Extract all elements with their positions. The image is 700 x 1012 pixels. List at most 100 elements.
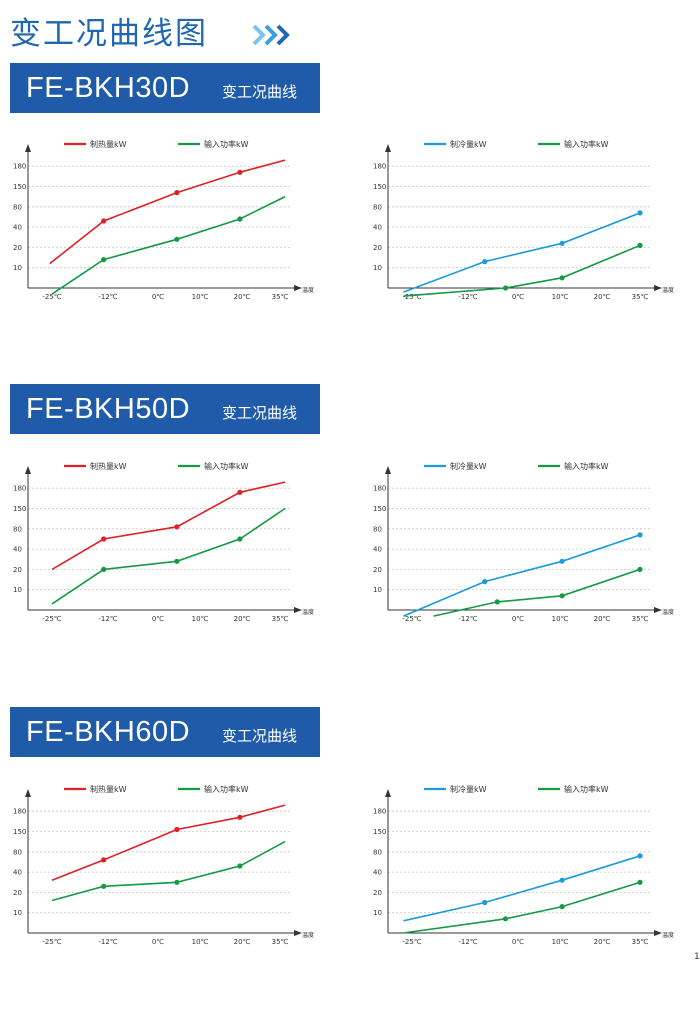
x-tick-label: 10℃ xyxy=(192,938,209,946)
x-tick-label: -12℃ xyxy=(458,938,477,946)
y-axis-arrow xyxy=(25,789,31,797)
data-point xyxy=(174,236,180,242)
legend-label: 制冷量kW xyxy=(450,461,487,471)
data-point xyxy=(559,593,565,599)
x-axis-arrow xyxy=(654,285,662,291)
y-tick-label: 80 xyxy=(13,848,22,856)
y-axis-arrow xyxy=(385,789,391,797)
x-axis-label: 温度 xyxy=(302,931,314,939)
cooling-chart-1: 10 20 40 80 150 180 -25℃ -12℃ 0℃ 10℃ 20℃ 35℃ 温度 制冷量kW… xyxy=(373,139,674,301)
y-tick-label: 20 xyxy=(13,566,22,574)
data-point xyxy=(237,863,243,869)
x-tick-label: 20℃ xyxy=(234,938,251,946)
y-tick-label: 10 xyxy=(13,264,22,272)
data-point xyxy=(502,916,509,922)
data-point xyxy=(101,883,107,889)
series-line xyxy=(403,212,641,293)
y-tick-label: 150 xyxy=(373,828,386,836)
y-axis-arrow xyxy=(385,144,391,152)
y-tick-label: 150 xyxy=(13,828,26,836)
series-line xyxy=(433,568,641,617)
x-tick-label: -12℃ xyxy=(98,615,117,623)
x-axis-arrow xyxy=(654,607,662,613)
model-name: FE-BKH50D xyxy=(26,393,191,425)
series-line xyxy=(403,855,641,922)
y-tick-label: 80 xyxy=(373,848,382,856)
data-point xyxy=(559,877,565,883)
y-tick-label: 10 xyxy=(373,586,382,594)
x-tick-label: -25℃ xyxy=(42,615,61,623)
data-point xyxy=(494,599,500,605)
model-suffix: 变工况曲线 xyxy=(222,83,298,101)
data-point xyxy=(101,857,107,863)
x-tick-label: 0℃ xyxy=(152,293,164,301)
data-point xyxy=(101,566,107,572)
data-point xyxy=(237,814,243,820)
x-tick-label: 20℃ xyxy=(234,615,251,623)
x-tick-label: -12℃ xyxy=(98,938,117,946)
page-number: 1 xyxy=(694,952,700,962)
model-name: FE-BKH30D xyxy=(26,72,191,104)
x-tick-label: -25℃ xyxy=(402,615,421,623)
x-tick-label: 35℃ xyxy=(632,615,649,623)
legend-label: 输入功率kW xyxy=(564,461,609,471)
data-point xyxy=(101,257,107,263)
x-axis-label: 温度 xyxy=(662,931,674,939)
heating-chart-1: 10 20 40 80 150 180 -25℃ -12℃ 0℃ 10℃ 20℃ 35℃ 温度 制热量kW… xyxy=(13,139,314,301)
x-tick-label: 35℃ xyxy=(272,293,289,301)
data-point xyxy=(174,524,180,530)
legend-label: 制冷量kW xyxy=(450,139,487,149)
x-tick-label: -25℃ xyxy=(402,293,421,301)
y-tick-label: 20 xyxy=(13,244,22,252)
x-tick-label: 10℃ xyxy=(552,615,569,623)
series-line xyxy=(51,481,286,571)
series-line xyxy=(403,534,641,617)
x-tick-label: -12℃ xyxy=(458,615,477,623)
cooling-chart-2: 10 20 40 80 150 180 -25℃ -12℃ 0℃ 10℃ 20℃ 35℃ 温度 制冷量kW… xyxy=(373,461,674,623)
data-point xyxy=(174,879,180,885)
data-point xyxy=(637,566,643,572)
x-tick-label: 20℃ xyxy=(594,938,611,946)
legend-label: 输入功率kW xyxy=(204,784,249,794)
y-tick-label: 10 xyxy=(13,909,22,917)
data-point xyxy=(637,532,643,538)
x-tick-label: 0℃ xyxy=(512,293,524,301)
data-point xyxy=(237,536,243,542)
series-line xyxy=(51,804,286,881)
y-axis-arrow xyxy=(385,466,391,474)
y-tick-label: 180 xyxy=(13,808,26,816)
legend-label: 制热量kW xyxy=(90,461,127,471)
data-point xyxy=(174,190,180,196)
cooling-chart-3: 10 20 40 80 150 180 -25℃ -12℃ 0℃ 10℃ 20℃ 35℃ 温度 制冷量kW… xyxy=(373,784,674,946)
x-tick-label: 10℃ xyxy=(552,938,569,946)
x-tick-label: 0℃ xyxy=(512,615,524,623)
x-tick-label: 35℃ xyxy=(272,938,289,946)
model-suffix: 变工况曲线 xyxy=(222,404,298,422)
data-point xyxy=(237,216,243,222)
data-point xyxy=(559,275,565,281)
x-tick-label: 35℃ xyxy=(272,615,289,623)
model-name: FE-BKH60D xyxy=(26,716,191,748)
x-tick-label: -25℃ xyxy=(42,293,61,301)
heating-chart-2: 10 20 40 80 150 180 -25℃ -12℃ 0℃ 10℃ 20℃ 35℃ 温度 制热量kW… xyxy=(13,461,314,623)
y-tick-label: 180 xyxy=(373,485,386,493)
series-line xyxy=(51,840,286,902)
data-point xyxy=(482,579,488,585)
model-banner-3: FE-BKH60D 变工况曲线 xyxy=(10,707,320,757)
x-axis-label: 温度 xyxy=(662,286,674,294)
x-tick-label: 35℃ xyxy=(632,938,649,946)
series-line xyxy=(403,881,641,934)
y-tick-label: 80 xyxy=(373,203,382,211)
x-tick-label: -12℃ xyxy=(98,293,117,301)
legend-label: 制热量kW xyxy=(90,139,127,149)
y-tick-label: 40 xyxy=(13,546,22,554)
x-tick-label: 20℃ xyxy=(594,293,611,301)
y-tick-label: 10 xyxy=(373,909,382,917)
x-axis-arrow xyxy=(294,607,302,613)
y-tick-label: 180 xyxy=(373,808,386,816)
series-line xyxy=(403,244,641,297)
legend-label: 输入功率kW xyxy=(564,784,609,794)
x-tick-label: -25℃ xyxy=(402,938,421,946)
y-tick-label: 80 xyxy=(373,525,382,533)
y-tick-label: 40 xyxy=(13,869,22,877)
